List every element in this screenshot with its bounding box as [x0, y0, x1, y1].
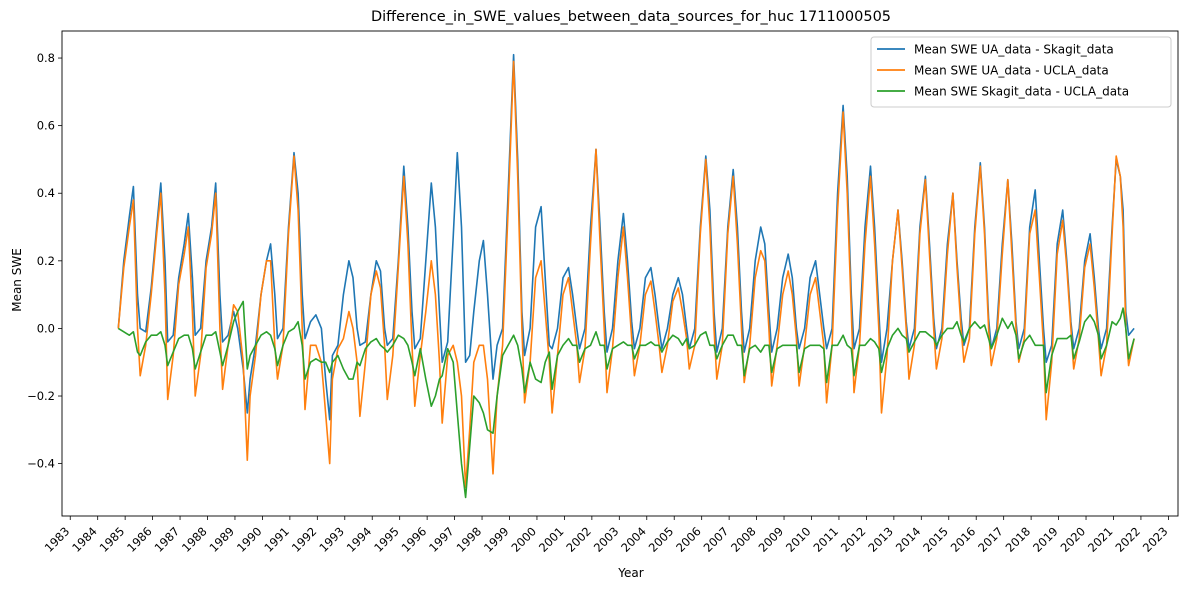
y-tick-label: −0.4: [27, 457, 55, 471]
legend: Mean SWE UA_data - Skagit_data Mean SWE U…: [870, 36, 1172, 108]
x-tick-label: 2017: [975, 524, 1006, 555]
x-tick-label: 2016: [948, 524, 979, 555]
x-tick-label: 1988: [179, 524, 210, 555]
x-tick-label: 1992: [289, 524, 320, 555]
x-tick-label: 1998: [454, 524, 485, 555]
x-tick-label: 2012: [838, 524, 869, 555]
x-tick-label: 2000: [508, 524, 539, 555]
y-axis-label: Mean SWE: [10, 248, 24, 312]
x-tick-label: 2006: [673, 524, 704, 555]
y-tick-label: 0.4: [37, 186, 55, 200]
x-tick-label: 1995: [371, 524, 402, 555]
x-tick-label: 2009: [756, 524, 787, 555]
x-tick-label: 2003: [591, 524, 622, 555]
y-tick-label: −0.2: [27, 389, 55, 403]
x-tick-label: 2008: [728, 524, 759, 555]
x-tick-label: 1983: [42, 524, 73, 555]
y-tick-label: 0.0: [37, 321, 55, 335]
x-tick-label: 2020: [1058, 524, 1089, 555]
x-tick-label: 1997: [426, 524, 457, 555]
x-tick-label: 2015: [920, 524, 951, 555]
plot-area: [117, 53, 1135, 499]
y-tick-label: 0.2: [37, 254, 55, 268]
x-tick-label: 1996: [399, 524, 430, 555]
x-tick-label: 2007: [701, 524, 732, 555]
x-axis-label: Year: [617, 566, 643, 580]
x-tick-label: 2021: [1085, 524, 1116, 555]
chart-title: Difference_in_SWE_values_between_data_so…: [371, 9, 891, 25]
x-tick-label: 2023: [1140, 524, 1171, 555]
x-tick-label: 2002: [563, 524, 594, 555]
x-tick-label: 1994: [344, 524, 375, 555]
x-tick-label: 2010: [783, 524, 814, 555]
legend-label: Mean SWE UA_data - Skagit_data: [914, 43, 1114, 57]
legend-label: Mean SWE UA_data - UCLA_data: [914, 64, 1109, 78]
series-line-2: [117, 60, 1135, 489]
x-tick-label: 1999: [481, 524, 512, 555]
x-tick-label: 2001: [536, 524, 567, 555]
x-tick-label: 2014: [893, 524, 924, 555]
x-tick-label: 2004: [618, 524, 649, 555]
legend-box: [870, 36, 1172, 108]
x-tick-label: 1985: [97, 524, 128, 555]
x-tick-label: 2018: [1003, 524, 1034, 555]
x-tick-label: 1986: [124, 524, 155, 555]
series-line-1: [117, 53, 1135, 421]
x-tick-label: 1990: [234, 524, 265, 555]
y-tick-label: 0.8: [37, 51, 55, 65]
x-tick-label: 2011: [810, 524, 841, 555]
x-tick-label: 1987: [152, 524, 183, 555]
x-tick-label: 1991: [261, 524, 292, 555]
x-tick-label: 1984: [69, 524, 100, 555]
legend-label: Mean SWE Skagit_data - UCLA_data: [914, 85, 1129, 99]
x-tick-label: 2005: [646, 524, 677, 555]
x-tick-label: 1989: [206, 524, 237, 555]
x-tick-label: 2022: [1112, 524, 1143, 555]
x-tick-label: 1993: [316, 524, 347, 555]
axes-frame: [61, 30, 1179, 517]
y-tick-label: 0.6: [37, 119, 55, 133]
x-tick-label: 2013: [865, 524, 896, 555]
series-line-3: [117, 300, 1135, 499]
x-tick-label: 2019: [1030, 524, 1061, 555]
